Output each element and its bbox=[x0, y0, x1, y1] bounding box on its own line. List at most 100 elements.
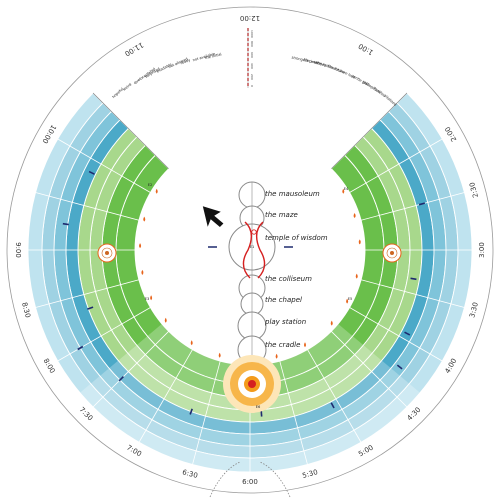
hour-label: 4:30 bbox=[406, 406, 423, 423]
left-side-label: weird bbox=[122, 82, 132, 91]
icon-mark: E1 bbox=[250, 245, 255, 249]
flame-icon bbox=[346, 298, 349, 304]
level-label: the mausoleum bbox=[265, 190, 320, 198]
hour-label: 8:00 bbox=[42, 357, 57, 375]
flame-icon bbox=[342, 188, 345, 194]
flame-icon bbox=[155, 188, 158, 194]
central-chain bbox=[228, 181, 276, 365]
hour-label: 5:00 bbox=[357, 444, 375, 459]
radial-divider bbox=[360, 279, 465, 308]
right-side-label: the intended bbox=[303, 58, 326, 68]
hour-label: 2:30 bbox=[468, 181, 480, 198]
icon-mark: E6 bbox=[256, 405, 261, 409]
flame-icon bbox=[141, 269, 144, 275]
flame-icon bbox=[355, 273, 358, 279]
right-side-label: the future bbox=[327, 64, 346, 75]
hour-label: 3:00 bbox=[478, 242, 486, 258]
radial-divider bbox=[57, 138, 151, 193]
icon-mark: E4 bbox=[344, 187, 349, 191]
level-label: the colliseum bbox=[265, 275, 312, 283]
flame-markers bbox=[139, 188, 361, 359]
radial-divider bbox=[331, 331, 408, 408]
flame-icon bbox=[164, 317, 167, 323]
hour-label: 7:30 bbox=[78, 406, 95, 423]
radial-divider bbox=[92, 331, 169, 408]
scale-label: 600 bbox=[250, 52, 254, 58]
left-side-label: ready bbox=[180, 58, 192, 66]
arrow-cursor-icon[interactable] bbox=[202, 204, 224, 229]
radial-divider bbox=[349, 307, 443, 362]
outer-clock-ring bbox=[6, 6, 494, 494]
flame-icon bbox=[330, 320, 333, 326]
hour-label: 8:30 bbox=[20, 301, 32, 318]
hour-label: 12:00 bbox=[240, 14, 260, 22]
scale-label: 400 bbox=[250, 63, 254, 69]
navy-marker bbox=[396, 364, 403, 370]
right-side-label: strongest power bbox=[291, 55, 321, 65]
navy-marker bbox=[87, 306, 94, 310]
flame-icon bbox=[190, 340, 193, 346]
flame-icon bbox=[304, 342, 306, 348]
radial-divider bbox=[35, 279, 140, 308]
level-labels: the mausoleum the maze temple of wisdom the… bbox=[264, 190, 328, 349]
radial-divider bbox=[138, 349, 193, 443]
navy-marker bbox=[410, 277, 417, 281]
right-spiral-icon bbox=[382, 243, 402, 263]
scale-label: 200 bbox=[250, 74, 254, 80]
ring-band-7 bbox=[27, 92, 473, 473]
right-side-label: pure love bbox=[339, 68, 357, 79]
hour-label: 10:00 bbox=[41, 123, 58, 144]
navy-markers bbox=[62, 170, 426, 417]
flame-icon bbox=[353, 213, 356, 219]
level-label: the cradle bbox=[265, 341, 300, 349]
icon-mark: E2 bbox=[148, 183, 153, 187]
left-labels: hopefulweirdquelocoplatedsurprisedevadab… bbox=[111, 52, 221, 100]
band-end-cap bbox=[92, 92, 169, 169]
scale-label: 0 bbox=[250, 85, 254, 87]
flame-icon bbox=[139, 243, 142, 249]
top-scale: 1000 800 600 400 200 0 bbox=[247, 28, 254, 88]
radial-divider bbox=[307, 349, 362, 443]
scale-label: 1000 bbox=[250, 30, 254, 38]
hour-label: 11:00 bbox=[123, 41, 144, 58]
icon-mark: E5 bbox=[348, 297, 353, 301]
navy-marker bbox=[77, 345, 84, 351]
hour-label: 3:30 bbox=[468, 301, 480, 318]
red-figure-icon bbox=[242, 221, 266, 279]
hour-label: 7:00 bbox=[125, 444, 143, 459]
icon-mark: E3 bbox=[145, 297, 150, 301]
flame-icon bbox=[150, 295, 153, 301]
flame-icon bbox=[358, 239, 361, 245]
hour-label: 2:00 bbox=[444, 125, 459, 143]
radial-divider bbox=[360, 192, 465, 221]
navy-marker bbox=[118, 376, 124, 382]
right-side-label: fortified bbox=[373, 86, 387, 98]
hour-label: 5:30 bbox=[301, 468, 318, 480]
radial-divider bbox=[192, 360, 221, 465]
flame-icon bbox=[143, 216, 146, 222]
hour-label: 1:00 bbox=[357, 42, 375, 57]
level-label: play station bbox=[264, 318, 306, 326]
level-label: the chapel bbox=[265, 296, 302, 304]
navy-marker bbox=[88, 170, 95, 175]
radial-dividers bbox=[28, 138, 472, 472]
navy-marker bbox=[189, 408, 193, 415]
scale-label: 800 bbox=[250, 41, 254, 47]
hour-label: 9:00 bbox=[14, 242, 22, 258]
navy-marker bbox=[404, 331, 411, 336]
hour-label: 6:30 bbox=[181, 468, 198, 480]
flame-icon bbox=[218, 352, 221, 358]
navy-marker bbox=[418, 202, 426, 206]
left-spiral-icon bbox=[97, 243, 117, 263]
radial-divider bbox=[349, 138, 443, 193]
hour-label: 4:00 bbox=[444, 357, 459, 375]
left-side-label: the initial bbox=[205, 52, 222, 60]
hour-label: 6:00 bbox=[242, 478, 258, 486]
radial-divider bbox=[279, 360, 308, 465]
navy-marker bbox=[330, 402, 335, 409]
band-end-cap bbox=[331, 92, 408, 169]
left-side-label: evadable bbox=[156, 62, 173, 74]
level-label: temple of wisdom bbox=[265, 234, 328, 242]
